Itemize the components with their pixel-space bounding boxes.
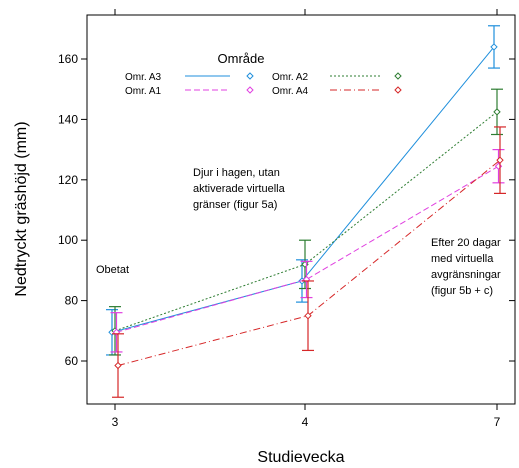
annotation-line: aktiverade virtuella xyxy=(193,183,286,195)
series-line xyxy=(116,165,499,333)
legend-title: Område xyxy=(218,51,265,66)
annotation-line: gränser (figur 5a) xyxy=(193,199,277,211)
annotation-line: Obetat xyxy=(96,264,129,276)
y-tick-label: 80 xyxy=(65,294,79,308)
y-tick-label: 160 xyxy=(58,52,78,66)
series-group xyxy=(106,25,506,398)
legend-marker xyxy=(246,86,254,94)
x-axis-title: Studievecka xyxy=(257,449,344,466)
data-point xyxy=(490,43,498,51)
annotations: Obetat Djur i hagen, utan aktiverade virtu… xyxy=(96,167,501,297)
legend-entry: Omr. A1 xyxy=(125,86,254,97)
data-point xyxy=(114,361,122,370)
data-point xyxy=(304,311,312,320)
legend-label: Omr. A4 xyxy=(272,86,309,97)
x-tick-label: 4 xyxy=(302,415,309,429)
legend-entry: Omr. A3 xyxy=(125,72,254,83)
legend-entry: Omr. A4 xyxy=(272,86,402,97)
y-tick-label: 60 xyxy=(65,354,79,368)
annotation-line: Efter 20 dagar xyxy=(431,237,501,249)
legend-label: Omr. A2 xyxy=(272,72,309,83)
y-axis-title: Nedtryckt gräshöjd (mm) xyxy=(13,121,30,296)
legend-entry: Omr. A2 xyxy=(272,72,402,83)
data-point xyxy=(493,108,501,116)
legend-marker xyxy=(394,72,402,80)
legend-label: Omr. A1 xyxy=(125,86,162,97)
series-omr-a4 xyxy=(112,126,506,398)
legend: Område Omr. A3 Omr. A2 Omr. A1 Omr. A4 xyxy=(125,51,402,97)
data-point xyxy=(496,156,504,164)
annotation-line: avgränsningar xyxy=(431,269,501,281)
annotation-line: Djur i hagen, utan xyxy=(193,167,280,179)
annotation-line: med virtuella xyxy=(431,253,494,265)
y-tick-label: 100 xyxy=(58,233,78,247)
legend-marker xyxy=(394,86,402,94)
annotation-hagen: Djur i hagen, utan aktiverade virtuella gr… xyxy=(193,167,286,211)
annotation-line: (figur 5b + c) xyxy=(431,285,493,297)
annotation-obetat: Obetat xyxy=(96,264,129,276)
plot-frame xyxy=(86,14,516,405)
axis-ticks: 60 80 100 120 140 160 3 4 7 xyxy=(58,9,515,429)
y-tick-label: 120 xyxy=(58,173,78,187)
x-tick-label: 7 xyxy=(494,415,501,429)
legend-label: Omr. A3 xyxy=(125,72,162,83)
annotation-efter: Efter 20 dagar med virtuella avgränsningar… xyxy=(431,237,501,297)
x-tick-label: 3 xyxy=(112,415,119,429)
y-tick-label: 140 xyxy=(58,112,78,126)
legend-marker xyxy=(246,72,254,80)
